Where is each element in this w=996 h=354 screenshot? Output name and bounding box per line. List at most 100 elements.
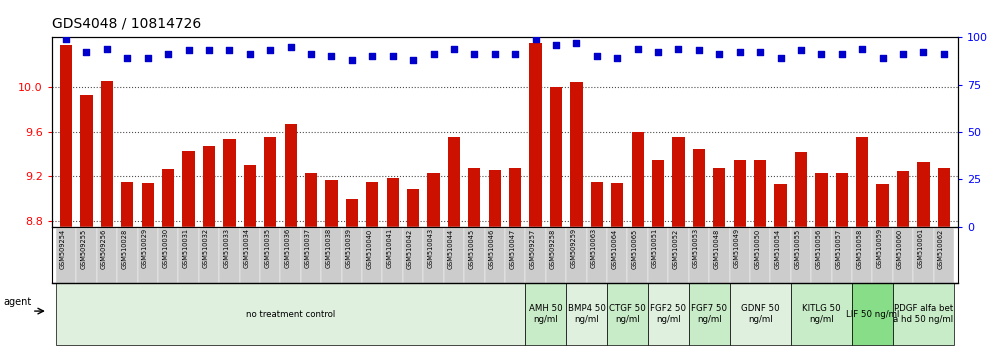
Point: [303, 51, 319, 57]
Text: GSM510057: GSM510057: [836, 228, 842, 269]
Point: [487, 51, 503, 57]
Bar: [734, 160, 746, 354]
Bar: [346, 199, 358, 354]
Text: GSM510028: GSM510028: [122, 228, 127, 269]
Text: GSM510052: GSM510052: [672, 228, 678, 269]
Bar: [672, 137, 684, 354]
Bar: [857, 137, 869, 354]
Point: [344, 57, 360, 63]
Text: GSM510033: GSM510033: [223, 228, 229, 268]
Bar: [122, 182, 133, 354]
Point: [589, 53, 605, 59]
Text: GSM510048: GSM510048: [713, 228, 719, 269]
Point: [221, 47, 237, 53]
Text: GSM509257: GSM509257: [530, 228, 536, 269]
Text: GSM510032: GSM510032: [203, 228, 209, 268]
Bar: [631, 132, 643, 354]
Bar: [775, 184, 787, 354]
Bar: [203, 146, 215, 354]
Text: GSM510044: GSM510044: [448, 228, 454, 269]
Point: [670, 46, 686, 51]
Bar: [876, 184, 888, 354]
Text: GSM510034: GSM510034: [244, 228, 250, 268]
Text: LIF 50 ng/ml: LIF 50 ng/ml: [846, 310, 899, 319]
Text: GSM510059: GSM510059: [876, 228, 882, 268]
Text: GSM510041: GSM510041: [386, 228, 392, 268]
Bar: [591, 182, 603, 354]
Bar: [101, 81, 113, 354]
Bar: [407, 189, 419, 354]
Point: [773, 55, 789, 61]
Point: [242, 51, 258, 57]
Bar: [489, 170, 501, 354]
Text: FGF2 50
ng/ml: FGF2 50 ng/ml: [650, 304, 686, 324]
Point: [466, 51, 482, 57]
Text: GSM509255: GSM509255: [81, 228, 87, 269]
Point: [425, 51, 441, 57]
Point: [915, 50, 931, 55]
Bar: [468, 167, 480, 354]
Point: [365, 53, 380, 59]
Point: [895, 51, 911, 57]
Point: [139, 55, 155, 61]
Text: GSM510060: GSM510060: [897, 228, 903, 269]
Point: [814, 51, 830, 57]
Point: [528, 36, 544, 42]
Bar: [612, 183, 623, 354]
Point: [732, 50, 748, 55]
Text: GSM510050: GSM510050: [754, 228, 760, 269]
Bar: [530, 43, 542, 354]
Point: [446, 46, 462, 51]
Bar: [795, 152, 807, 354]
Text: GSM510036: GSM510036: [285, 228, 291, 268]
Text: GSM510037: GSM510037: [305, 228, 311, 268]
Bar: [897, 171, 909, 354]
Point: [384, 53, 400, 59]
Bar: [182, 151, 194, 354]
Bar: [917, 162, 929, 354]
Bar: [81, 95, 93, 354]
Point: [569, 40, 585, 46]
Bar: [836, 173, 848, 354]
Bar: [448, 137, 460, 354]
Text: GSM510031: GSM510031: [182, 228, 188, 268]
Text: PDGF alfa bet
a hd 50 ng/ml: PDGF alfa bet a hd 50 ng/ml: [893, 304, 953, 324]
Bar: [693, 149, 705, 354]
Text: GSM510047: GSM510047: [509, 228, 515, 269]
Point: [711, 51, 727, 57]
Text: no treatment control: no treatment control: [246, 310, 336, 319]
Bar: [305, 173, 317, 354]
Point: [793, 47, 809, 53]
Point: [874, 55, 890, 61]
Text: GSM510040: GSM510040: [367, 228, 373, 269]
Text: GSM510039: GSM510039: [346, 228, 352, 268]
Text: GSM510043: GSM510043: [427, 228, 433, 268]
Point: [691, 47, 707, 53]
Bar: [509, 167, 521, 354]
Text: GSM510042: GSM510042: [407, 228, 413, 269]
Point: [99, 46, 115, 51]
Bar: [652, 160, 664, 354]
Bar: [550, 87, 562, 354]
Point: [610, 55, 625, 61]
Point: [201, 47, 217, 53]
Text: GSM509254: GSM509254: [60, 228, 66, 269]
Point: [507, 51, 523, 57]
Point: [936, 51, 952, 57]
Bar: [223, 138, 235, 354]
Bar: [816, 173, 828, 354]
Bar: [285, 124, 297, 354]
Text: AMH 50
ng/ml: AMH 50 ng/ml: [529, 304, 563, 324]
Text: GSM510061: GSM510061: [917, 228, 923, 268]
Text: GSM510045: GSM510045: [468, 228, 474, 269]
Text: FGF7 50
ng/ml: FGF7 50 ng/ml: [691, 304, 727, 324]
Text: GSM510064: GSM510064: [612, 228, 618, 269]
Bar: [326, 180, 338, 354]
Point: [180, 47, 196, 53]
Text: GSM510063: GSM510063: [591, 228, 597, 268]
Text: GDNF 50
ng/ml: GDNF 50 ng/ml: [741, 304, 780, 324]
Text: GSM510051: GSM510051: [652, 228, 658, 268]
Text: GSM509258: GSM509258: [550, 228, 556, 269]
Text: GSM509259: GSM509259: [571, 228, 577, 268]
Text: BMP4 50
ng/ml: BMP4 50 ng/ml: [568, 304, 606, 324]
